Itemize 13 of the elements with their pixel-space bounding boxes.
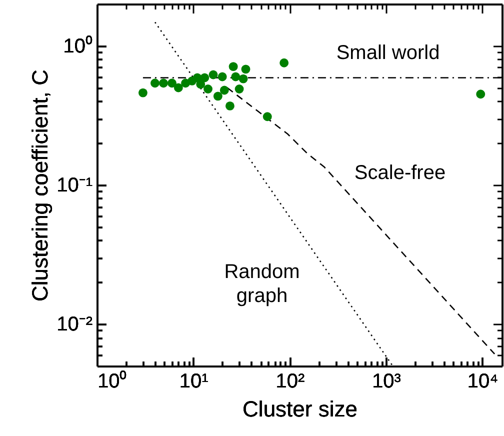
annotation: Random graph [224,261,300,307]
y-axis-title: Clustering coefficient, C [28,69,53,302]
y-tick-label: 10⁻² [56,314,93,336]
annotation: Scale-free [354,162,446,184]
x-tick-label: 10³ [372,370,402,392]
x-tick-label: 10⁴ [467,370,498,392]
annotation: Small world [336,42,440,64]
x-tick-label: 10² [276,370,305,392]
y-tick-label: 10⁻¹ [56,174,93,196]
x-axis-title: Cluster size [242,396,358,422]
x-tick-label: 10⁰ [98,370,127,392]
x-tick-label: 10¹ [179,370,209,392]
y-tick-label: 10⁰ [63,34,92,58]
